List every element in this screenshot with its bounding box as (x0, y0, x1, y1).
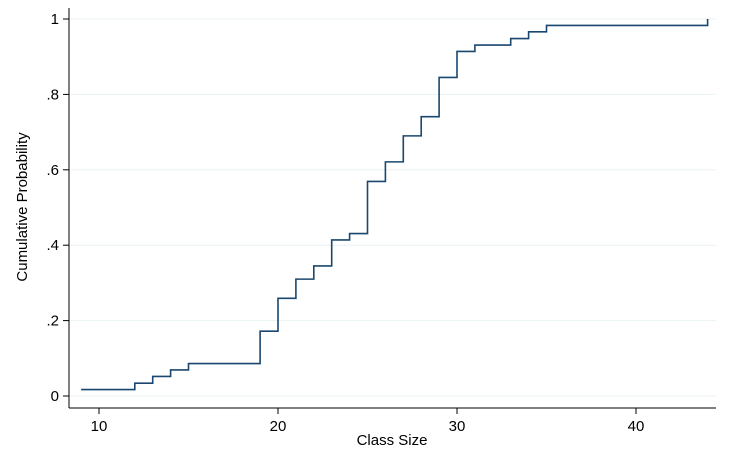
y-tick-label: .8 (46, 86, 59, 103)
cdf-step-line (81, 19, 708, 390)
y-tick-label: .4 (46, 237, 59, 254)
y-tick-label: .2 (46, 313, 59, 330)
y-axis-title: Cumulative Probability (14, 132, 31, 282)
x-tick-label: 40 (628, 418, 645, 435)
axis-layer: 0 .2 .4 .6 .8 1 10 20 30 40 (46, 8, 716, 435)
x-tick-label: 10 (91, 418, 108, 435)
x-tick-label: 30 (449, 418, 466, 435)
grid-layer (69, 19, 716, 396)
y-tick-label: 0 (51, 388, 59, 405)
y-tick-label: 1 (51, 11, 59, 28)
data-layer (81, 19, 708, 390)
x-tick-label: 20 (270, 418, 287, 435)
x-axis-title: Class Size (357, 432, 428, 449)
y-tick-label: .6 (46, 162, 59, 179)
